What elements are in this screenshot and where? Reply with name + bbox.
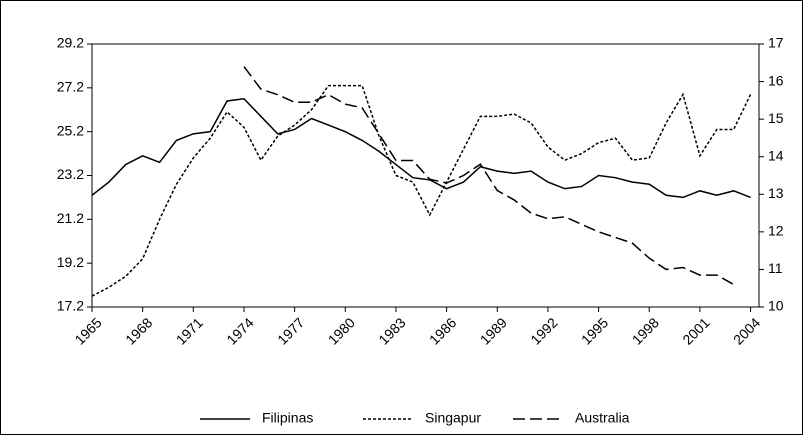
series-line (91, 97, 751, 199)
y2-tick-label: 16 (768, 72, 784, 88)
legend-label: Singapur (425, 410, 481, 426)
series-line (91, 84, 752, 297)
legend-label: Filipinas (262, 410, 313, 426)
y2-tick-label: 10 (768, 298, 784, 314)
y2-tick-label: 12 (768, 223, 784, 239)
y-tick-label: 17.2 (57, 298, 84, 314)
y-tick-label: 21.2 (57, 210, 84, 226)
y-tick-label: 27.2 (57, 79, 84, 95)
y-tick-label: 19.2 (57, 254, 84, 270)
y2-tick-label: 14 (768, 147, 784, 163)
legend-label: Australia (575, 410, 630, 426)
y2-tick-label: 15 (768, 110, 784, 126)
series-line (243, 66, 735, 286)
y-tick-label: 29.2 (57, 35, 84, 51)
y2-tick-label: 11 (768, 260, 783, 276)
y2-tick-label: 17 (768, 35, 784, 51)
y-tick-label: 25.2 (57, 122, 84, 138)
y-tick-label: 23.2 (57, 166, 84, 182)
y2-tick-label: 13 (768, 185, 784, 201)
